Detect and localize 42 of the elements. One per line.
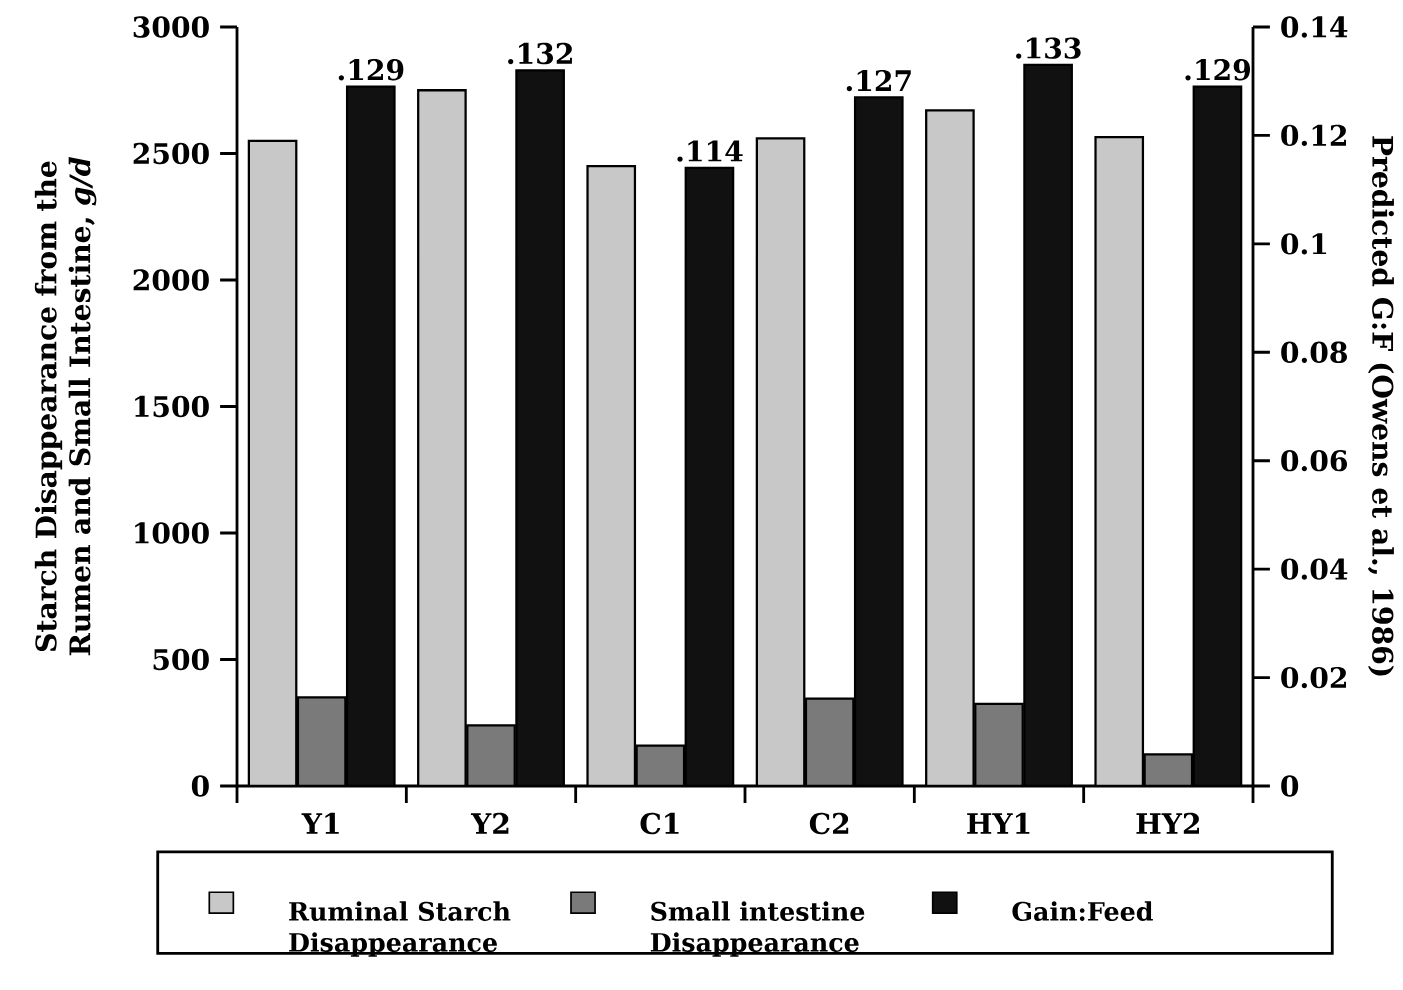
data-label: .127 (846, 69, 911, 92)
bar (684, 166, 735, 786)
x-tick-label: C2 (809, 812, 849, 835)
data-label: .133 (1016, 37, 1081, 59)
bar (804, 697, 855, 786)
bar (515, 69, 565, 786)
legend-label: Ruminal Starch Disappearance (289, 901, 511, 957)
legend-label: Gain:Feed (1012, 901, 1153, 921)
y-tick-label: 2500 (133, 142, 209, 165)
bar (345, 85, 396, 786)
y2-tick-label: 0.1 (1281, 233, 1327, 255)
bar (1192, 85, 1243, 786)
y-axis-title: Starch Disappearance from the Rumen and Small Intestine, g/d (34, 157, 97, 656)
x-tick-label: Y2 (470, 812, 509, 834)
y-tick-label: 2000 (133, 269, 209, 291)
data-label: .129 (338, 59, 404, 81)
y-tick-label: 0 (191, 775, 209, 797)
x-tick-label: HY1 (967, 812, 1030, 834)
bar (296, 696, 347, 786)
bar (1023, 63, 1073, 786)
y2-tick-label: 0 (1281, 775, 1299, 797)
y2-tick-label: 0.06 (1281, 450, 1348, 472)
y-tick-label: 1000 (135, 522, 209, 544)
x-tick-label: HY2 (1136, 812, 1200, 834)
data-label: .129 (1185, 59, 1250, 81)
y2-tick-label: 0.08 (1281, 341, 1348, 363)
y2-tick-label: 0.02 (1281, 666, 1346, 689)
y-tick-label: 3000 (133, 16, 209, 38)
y-tick-label: 1500 (135, 395, 209, 418)
x-tick-label: Y1 (301, 812, 339, 834)
y2-axis-title: Predicted G:F (Owens et al., 1986) (1367, 136, 1394, 676)
data-label: .114 (677, 140, 743, 162)
y2-tick-label: 0.12 (1281, 124, 1346, 147)
data-label: .132 (508, 42, 572, 65)
bar (974, 702, 1024, 786)
bar (853, 96, 904, 786)
bar (466, 724, 516, 786)
y2-tick-label: 0.14 (1281, 16, 1348, 38)
legend-label: Small intestine Disappearance (650, 901, 865, 957)
y2-tick-label: 0.04 (1281, 558, 1348, 580)
x-tick-label: C1 (640, 812, 679, 835)
y-tick-label: 500 (153, 648, 209, 671)
